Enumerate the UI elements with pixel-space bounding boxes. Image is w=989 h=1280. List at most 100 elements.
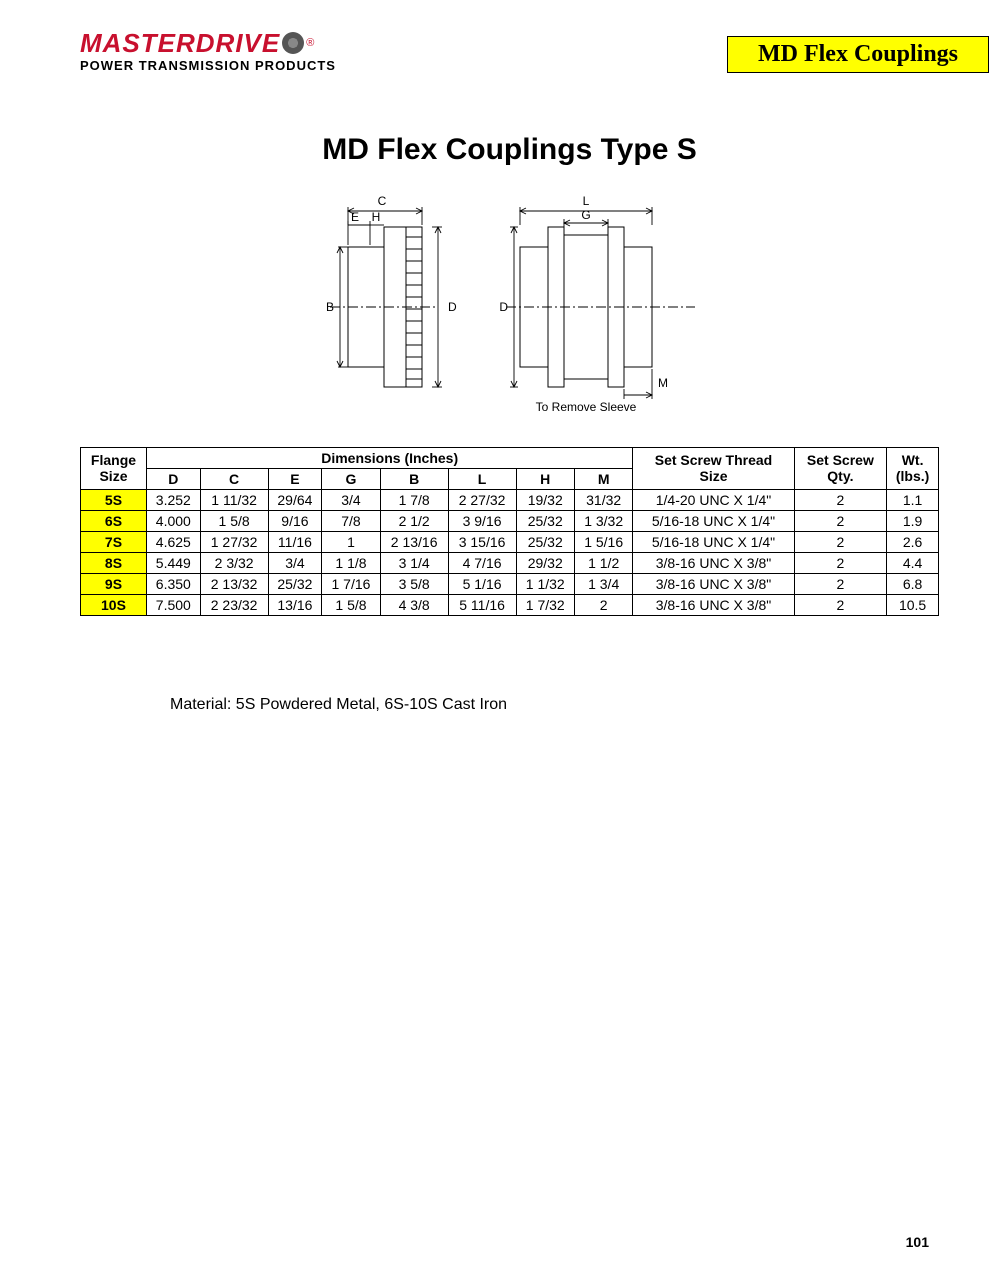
- dim-label-B: B: [325, 300, 333, 314]
- dim-label-C: C: [377, 194, 386, 208]
- section-banner: MD Flex Couplings: [727, 36, 989, 73]
- cell-wt: 2.6: [887, 532, 939, 553]
- cell-M: 1 3/4: [574, 574, 632, 595]
- cell-E: 25/32: [268, 574, 322, 595]
- cell-E: 11/16: [268, 532, 322, 553]
- cell-B: 3 5/8: [380, 574, 448, 595]
- cell-G: 1 1/8: [322, 553, 380, 574]
- cell-C: 1 27/32: [200, 532, 268, 553]
- cell-wt: 6.8: [887, 574, 939, 595]
- th-M: M: [574, 469, 632, 490]
- cell-L: 5 11/16: [448, 595, 516, 616]
- cell-H: 29/32: [516, 553, 574, 574]
- cell-flange: 8S: [81, 553, 147, 574]
- cell-thread: 1/4-20 UNC X 1/4": [633, 490, 794, 511]
- cell-G: 1 7/16: [322, 574, 380, 595]
- dim-label-D2: D: [499, 300, 508, 314]
- cell-qty: 2: [794, 511, 887, 532]
- cell-flange: 6S: [81, 511, 147, 532]
- cell-H: 25/32: [516, 511, 574, 532]
- spec-table-body: 5S3.2521 11/3229/643/41 7/82 27/3219/323…: [81, 490, 939, 616]
- page-title: MD Flex Couplings Type S: [80, 133, 939, 167]
- dim-label-G: G: [581, 208, 590, 222]
- th-B: B: [380, 469, 448, 490]
- th-wt-bot: (lbs.): [896, 468, 929, 484]
- table-row: 5S3.2521 11/3229/643/41 7/82 27/3219/323…: [81, 490, 939, 511]
- table-row: 7S4.6251 27/3211/1612 13/163 15/1625/321…: [81, 532, 939, 553]
- cell-H: 1 1/32: [516, 574, 574, 595]
- cell-E: 29/64: [268, 490, 322, 511]
- cell-L: 4 7/16: [448, 553, 516, 574]
- cell-H: 1 7/32: [516, 595, 574, 616]
- cell-B: 2 13/16: [380, 532, 448, 553]
- cell-M: 31/32: [574, 490, 632, 511]
- gear-icon: [282, 32, 304, 54]
- cell-H: 25/32: [516, 532, 574, 553]
- dim-label-E: E: [350, 210, 358, 224]
- cell-M: 1 5/16: [574, 532, 632, 553]
- cell-qty: 2: [794, 532, 887, 553]
- brand-logo: MASTERDRIVE ® POWER TRANSMISSION PRODUCT…: [80, 30, 336, 73]
- page: MASTERDRIVE ® POWER TRANSMISSION PRODUCT…: [0, 0, 989, 1280]
- cell-qty: 2: [794, 595, 887, 616]
- brand-tagline: POWER TRANSMISSION PRODUCTS: [80, 58, 336, 73]
- cell-M: 1 3/32: [574, 511, 632, 532]
- th-dimensions-group: Dimensions (Inches): [146, 448, 632, 469]
- cell-thread: 3/8-16 UNC X 3/8": [633, 574, 794, 595]
- brand-name-line: MASTERDRIVE ®: [80, 30, 336, 56]
- dim-label-H: H: [371, 210, 380, 224]
- cell-wt: 1.1: [887, 490, 939, 511]
- cell-C: 2 13/32: [200, 574, 268, 595]
- table-row: 8S5.4492 3/323/41 1/83 1/44 7/1629/321 1…: [81, 553, 939, 574]
- th-L: L: [448, 469, 516, 490]
- cell-C: 1 11/32: [200, 490, 268, 511]
- dim-label-M: M: [658, 376, 668, 390]
- cell-E: 3/4: [268, 553, 322, 574]
- th-wt-top: Wt.: [902, 452, 924, 468]
- cell-G: 1: [322, 532, 380, 553]
- cell-flange: 10S: [81, 595, 147, 616]
- cell-D: 4.625: [146, 532, 200, 553]
- cell-H: 19/32: [516, 490, 574, 511]
- th-H: H: [516, 469, 574, 490]
- table-row: 6S4.0001 5/89/167/82 1/23 9/1625/321 3/3…: [81, 511, 939, 532]
- cell-C: 2 3/32: [200, 553, 268, 574]
- cell-D: 7.500: [146, 595, 200, 616]
- table-row: 10S7.5002 23/3213/161 5/84 3/85 11/161 7…: [81, 595, 939, 616]
- cell-flange: 7S: [81, 532, 147, 553]
- cell-B: 1 7/8: [380, 490, 448, 511]
- cell-G: 3/4: [322, 490, 380, 511]
- cell-D: 3.252: [146, 490, 200, 511]
- cell-flange: 9S: [81, 574, 147, 595]
- th-thread-top: Set Screw Thread: [655, 452, 773, 468]
- th-qty-bot: Qty.: [827, 468, 853, 484]
- cell-C: 1 5/8: [200, 511, 268, 532]
- cell-C: 2 23/32: [200, 595, 268, 616]
- cell-L: 3 15/16: [448, 532, 516, 553]
- brand-name: MASTERDRIVE: [80, 30, 280, 56]
- cell-thread: 3/8-16 UNC X 3/8": [633, 595, 794, 616]
- cell-D: 4.000: [146, 511, 200, 532]
- th-C: C: [200, 469, 268, 490]
- cell-wt: 1.9: [887, 511, 939, 532]
- drawing-note: To Remove Sleeve: [535, 400, 636, 414]
- header: MASTERDRIVE ® POWER TRANSMISSION PRODUCT…: [80, 30, 939, 73]
- cell-D: 5.449: [146, 553, 200, 574]
- cell-D: 6.350: [146, 574, 200, 595]
- cell-G: 1 5/8: [322, 595, 380, 616]
- spec-table-header: Flange Size Dimensions (Inches) Set Scre…: [81, 448, 939, 490]
- cell-thread: 5/16-18 UNC X 1/4": [633, 511, 794, 532]
- th-E: E: [268, 469, 322, 490]
- cell-wt: 4.4: [887, 553, 939, 574]
- cell-thread: 3/8-16 UNC X 3/8": [633, 553, 794, 574]
- th-G: G: [322, 469, 380, 490]
- page-number: 101: [906, 1234, 929, 1250]
- cell-L: 3 9/16: [448, 511, 516, 532]
- cell-B: 4 3/8: [380, 595, 448, 616]
- th-thread-bot: Size: [699, 468, 727, 484]
- dim-label-L: L: [582, 194, 589, 208]
- th-qty-top: Set Screw: [807, 452, 874, 468]
- cell-thread: 5/16-18 UNC X 1/4": [633, 532, 794, 553]
- dim-label-D: D: [448, 300, 457, 314]
- cell-L: 5 1/16: [448, 574, 516, 595]
